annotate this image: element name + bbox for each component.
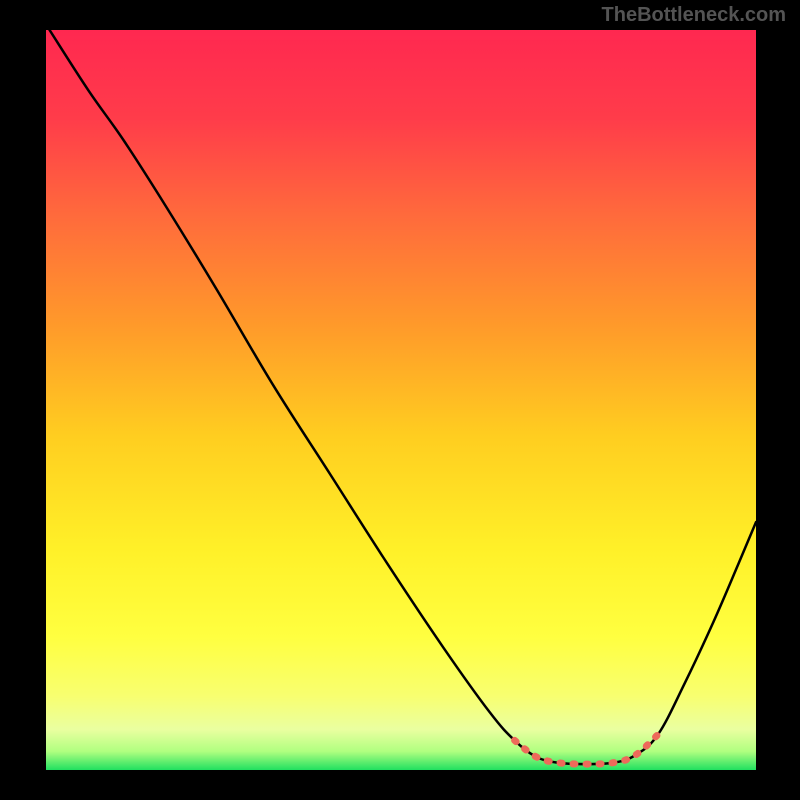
plot-svg	[46, 30, 756, 770]
plot-area	[46, 30, 756, 770]
watermark-text: TheBottleneck.com	[602, 4, 786, 27]
chart-container: TheBottleneck.com	[0, 0, 800, 800]
gradient-background	[46, 30, 756, 770]
